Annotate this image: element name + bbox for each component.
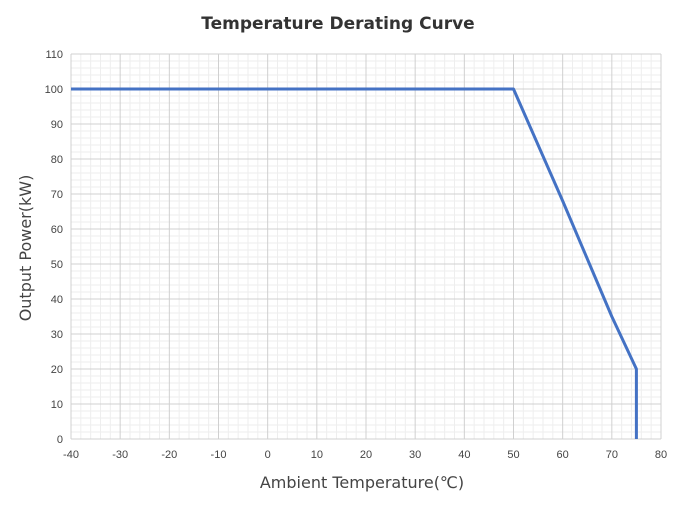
x-tick-label: -20 bbox=[161, 449, 177, 461]
x-tick-label: 50 bbox=[507, 449, 519, 461]
y-tick-label: 0 bbox=[57, 434, 63, 446]
y-tick-label: 90 bbox=[51, 119, 63, 131]
y-tick-label: 80 bbox=[51, 154, 63, 166]
x-tick-label: 70 bbox=[606, 449, 618, 461]
y-tick-label: 70 bbox=[51, 189, 63, 201]
x-tick-label: 20 bbox=[360, 449, 372, 461]
y-axis-label: Output Power(kW) bbox=[16, 175, 35, 322]
y-tick-label: 50 bbox=[51, 259, 63, 271]
y-tick-label: 110 bbox=[45, 49, 63, 61]
x-tick-label: 80 bbox=[655, 449, 667, 461]
x-tick-label: -40 bbox=[63, 449, 79, 461]
chart-title: Temperature Derating Curve bbox=[201, 14, 474, 34]
x-tick-label: 10 bbox=[311, 449, 323, 461]
x-tick-label: 40 bbox=[458, 449, 470, 461]
x-tick-label: -10 bbox=[211, 449, 227, 461]
x-axis-label: Ambient Temperature(℃) bbox=[260, 473, 464, 492]
series-line bbox=[71, 87, 638, 439]
y-tick-label: 20 bbox=[51, 364, 63, 376]
series-group bbox=[71, 87, 638, 439]
major-gridlines bbox=[70, 53, 662, 440]
x-axis-ticks: -40 -30 -20 -10 0 10 20 30 40 50 60 70 80 bbox=[63, 449, 667, 461]
y-tick-label: 60 bbox=[51, 224, 63, 236]
x-tick-label: 30 bbox=[409, 449, 421, 461]
x-tick-label: 0 bbox=[265, 449, 271, 461]
x-tick-label: -30 bbox=[112, 449, 128, 461]
y-tick-label: 40 bbox=[51, 294, 63, 306]
x-tick-label: 60 bbox=[557, 449, 569, 461]
y-tick-label: 10 bbox=[51, 399, 63, 411]
y-tick-label: 30 bbox=[51, 329, 63, 341]
y-axis-ticks: 0 10 20 30 40 50 60 70 80 90 100 110 bbox=[45, 49, 63, 446]
y-tick-label: 100 bbox=[45, 84, 63, 96]
